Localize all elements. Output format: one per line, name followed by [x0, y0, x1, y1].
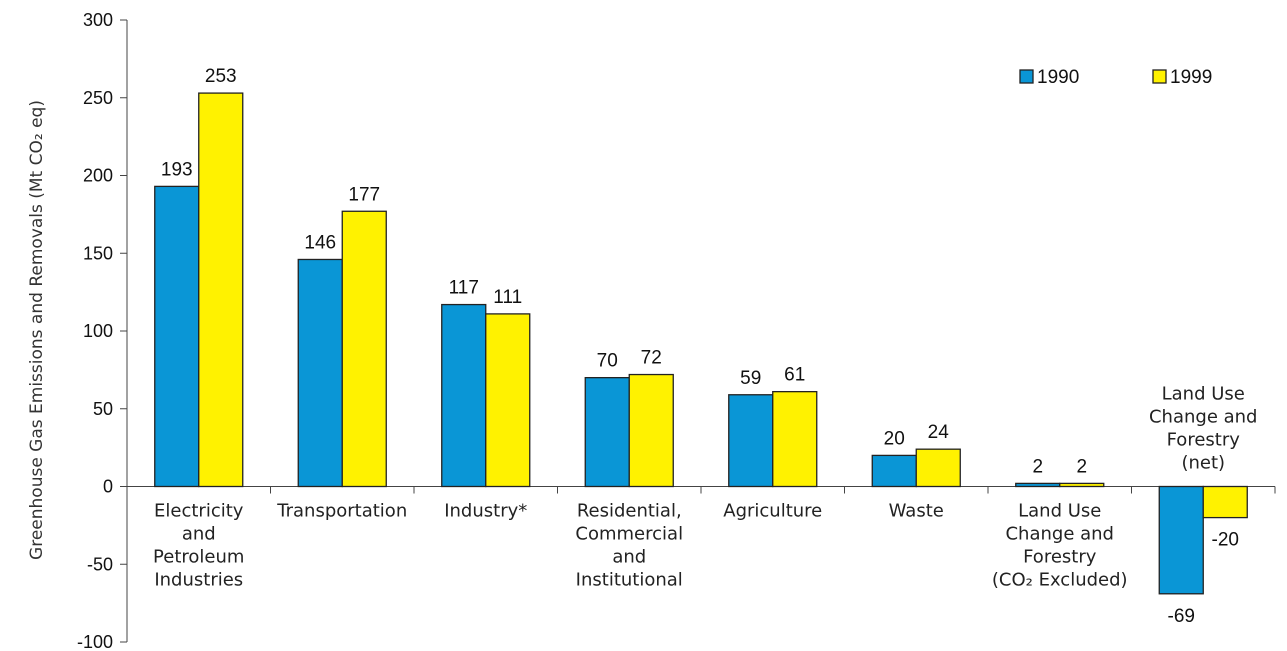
bar-1999-1 [341, 210, 387, 488]
bar-1990-7 [1158, 485, 1204, 595]
y-tick-label: 200 [83, 166, 113, 186]
bar-1999-0 [198, 92, 244, 488]
category-label-line: Forestry [1023, 547, 1097, 568]
data-labels: 193 146 117 70 59 20 2 -69 253 177 111 72 61 24 2 -20 [161, 66, 1239, 627]
category-label-line: Transportation [276, 501, 407, 522]
category-label-line: and [612, 547, 646, 568]
y-tick-label: 300 [83, 10, 113, 30]
legend-label-1999: 1999 [1170, 67, 1212, 88]
category-label-line: Change and [1005, 524, 1114, 545]
category-label-line: Industry* [444, 501, 527, 522]
legend-label-1990: 1990 [1037, 67, 1079, 88]
category-label: Land Use Change and Forestry (net) [1149, 384, 1258, 474]
bar-1990-2 [441, 303, 487, 488]
y-axis-title: Greenhouse Gas Emissions and Removals (M… [27, 100, 47, 560]
category-label: Land Use Change and Forestry (CO₂ Excluded) [992, 501, 1128, 591]
y-tick-label: -100 [77, 632, 113, 651]
bar-1999-5 [915, 448, 961, 488]
data-label-1990-1: 146 [304, 232, 336, 253]
y-tick-label: 150 [83, 243, 113, 263]
data-label-1990-0: 193 [161, 159, 193, 180]
data-label-1990-5: 20 [884, 428, 905, 449]
legend-swatch-1990 [1019, 69, 1034, 84]
data-label-1990-3: 70 [597, 351, 618, 372]
category-label-line: Change and [1149, 407, 1258, 428]
bar-1999-4 [772, 390, 818, 488]
category-label-line: Industries [154, 570, 243, 591]
bars [154, 92, 1248, 595]
category-label-line: Institutional [576, 570, 683, 591]
legend-swatch-1999 [1152, 69, 1167, 84]
data-label-1999-6: 2 [1076, 456, 1087, 477]
data-label-1999-5: 24 [928, 422, 950, 443]
bar-1990-5 [871, 454, 917, 488]
bar-1990-1 [297, 258, 343, 488]
data-label-1990-7: -69 [1168, 606, 1195, 627]
category-label-line: Electricity [154, 501, 244, 522]
category-label-line: (CO₂ Excluded) [992, 570, 1128, 591]
category-label: Waste [889, 501, 944, 522]
bar-1999-3 [628, 373, 674, 488]
y-tick-label: 0 [103, 477, 113, 497]
category-label-line: Forestry [1167, 430, 1241, 451]
category-label-line: and [182, 524, 216, 545]
data-label-1999-1: 177 [348, 184, 380, 205]
data-label-1999-0: 253 [205, 66, 237, 87]
bar-1990-6 [1015, 482, 1061, 488]
data-label-1999-4: 61 [784, 365, 805, 386]
bar-1990-4 [728, 394, 774, 488]
category-label: Agriculture [723, 501, 822, 522]
bar-1999-2 [485, 313, 531, 488]
category-label: Electricity and Petroleum Industries [153, 501, 244, 591]
category-labels: Electricity and Petroleum IndustriesTranspo… [153, 384, 1257, 591]
bar-1999-7 [1202, 485, 1248, 519]
bar-1990-3 [584, 376, 630, 488]
category-label: Transportation [276, 501, 407, 522]
category-label-line: (net) [1181, 453, 1225, 474]
category-label: Residential, Commercial and Institutional [575, 501, 683, 591]
data-label-1999-2: 111 [493, 287, 522, 308]
legend: 1990 1999 [1019, 67, 1212, 88]
data-label-1999-7: -20 [1212, 530, 1239, 551]
category-label-line: Land Use [1162, 384, 1245, 405]
category-label-line: Residential, [577, 501, 682, 522]
category-label-line: Petroleum [153, 547, 244, 568]
y-tick-label: 250 [83, 88, 113, 108]
category-label: Industry* [444, 501, 527, 522]
data-label-1990-2: 117 [449, 278, 479, 299]
y-tick-label: -50 [87, 554, 113, 574]
category-label-line: Land Use [1018, 501, 1101, 522]
category-label-line: Agriculture [723, 501, 822, 522]
data-label-1999-3: 72 [641, 348, 662, 369]
category-label-line: Waste [889, 501, 944, 522]
data-label-1990-4: 59 [740, 368, 761, 389]
y-tick-label: 50 [93, 399, 113, 419]
bar-1990-0 [154, 185, 200, 488]
category-label-line: Commercial [575, 524, 683, 545]
y-tick-label: 100 [83, 321, 113, 341]
data-label-1990-6: 2 [1032, 456, 1043, 477]
bar-1999-6 [1059, 482, 1105, 488]
